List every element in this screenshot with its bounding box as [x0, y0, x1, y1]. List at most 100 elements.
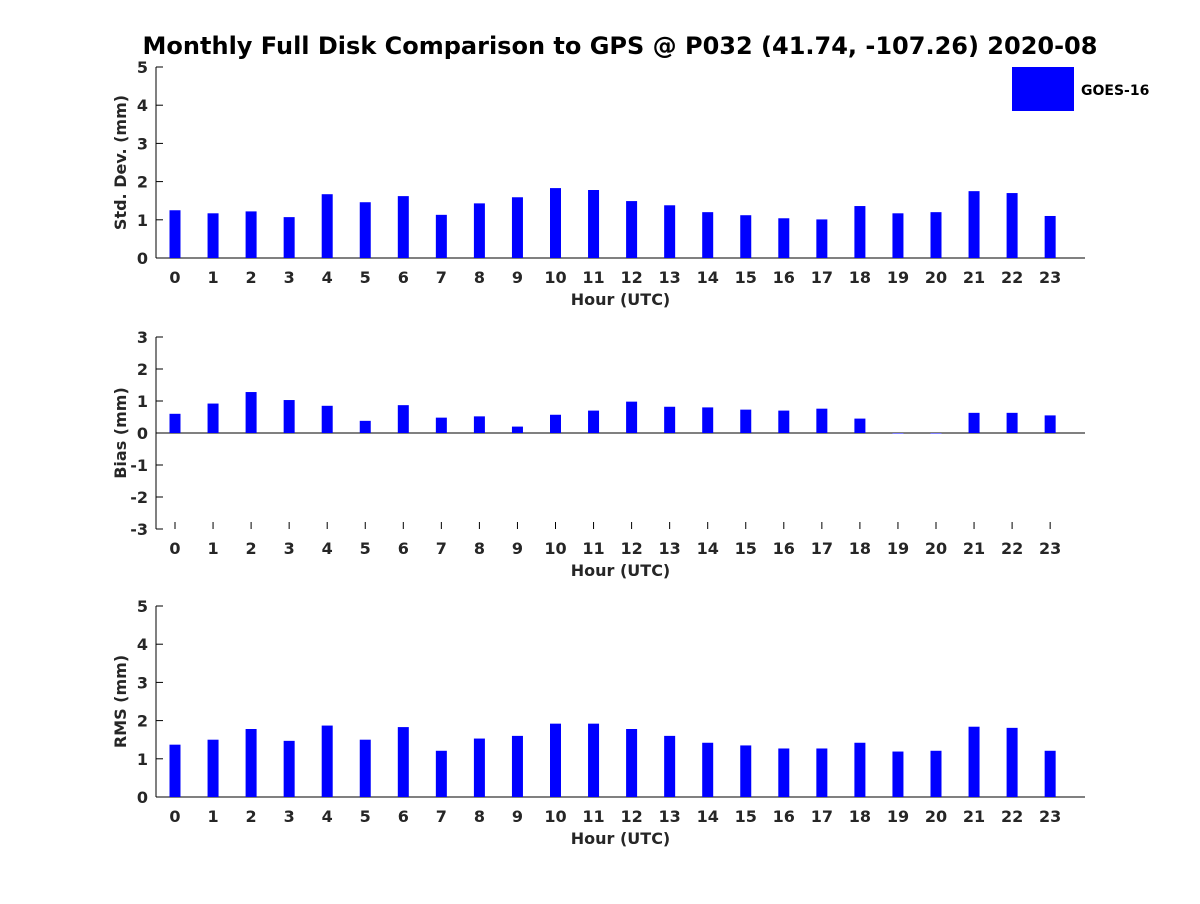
x-tick-label: 7: [436, 807, 447, 826]
bar-hour-10: [550, 723, 561, 797]
x-tick-label: 16: [773, 807, 795, 826]
y-tick-label: 0: [137, 424, 148, 443]
x-tick-label: 12: [620, 539, 642, 558]
bar-hour-23: [1044, 750, 1056, 797]
x-tick-label: 21: [963, 807, 985, 826]
bar-hour-21: [968, 726, 980, 797]
x-tick-label: 5: [360, 807, 371, 826]
x-tick-label: 2: [246, 268, 257, 287]
bar-hour-19: [892, 433, 904, 434]
x-tick-label: 9: [512, 268, 523, 287]
x-tick-label: 10: [544, 539, 566, 558]
y-tick-label: -2: [130, 488, 148, 507]
x-tick-label: 23: [1039, 807, 1061, 826]
x-tick-label: 10: [544, 268, 566, 287]
y-tick-label: 2: [137, 360, 148, 379]
x-axis-label: Hour (UTC): [571, 561, 671, 580]
y-axis-label: Bias (mm): [111, 387, 130, 479]
x-tick-label: 11: [582, 539, 604, 558]
y-tick-label: 1: [137, 750, 148, 769]
x-tick-label: 3: [284, 539, 295, 558]
bar-hour-1: [207, 403, 219, 433]
bar-hour-13: [664, 406, 676, 433]
bar-hour-4: [321, 405, 333, 433]
bar-hour-12: [626, 201, 638, 258]
x-tick-label: 9: [512, 539, 523, 558]
bar-hour-5: [359, 420, 371, 433]
x-tick-label: 1: [207, 539, 218, 558]
y-tick-label: 1: [137, 392, 148, 411]
x-tick-label: 9: [512, 807, 523, 826]
bar-hour-4: [321, 194, 333, 258]
bar-hour-9: [511, 735, 523, 797]
bar-hour-23: [1044, 415, 1056, 433]
bar-hour-4: [321, 725, 333, 797]
bar-hour-0: [169, 210, 181, 258]
y-tick-label: -1: [130, 456, 148, 475]
x-tick-label: 3: [284, 268, 295, 287]
y-tick-label: 2: [137, 712, 148, 731]
bar-hour-11: [588, 723, 600, 797]
x-tick-label: 15: [735, 807, 757, 826]
x-tick-label: 16: [773, 539, 795, 558]
x-tick-label: 1: [207, 268, 218, 287]
x-tick-label: 20: [925, 539, 947, 558]
x-tick-label: 14: [697, 268, 719, 287]
bar-hour-16: [778, 218, 790, 258]
x-tick-label: 15: [735, 539, 757, 558]
bar-hour-6: [397, 196, 409, 258]
bar-hour-22: [1006, 412, 1018, 433]
y-tick-label: 2: [137, 173, 148, 192]
x-tick-label: 13: [659, 807, 681, 826]
bar-hour-17: [816, 219, 828, 258]
bar-hour-3: [283, 400, 295, 433]
x-tick-label: 22: [1001, 539, 1023, 558]
x-tick-label: 18: [849, 539, 871, 558]
legend: GOES-16: [1012, 67, 1149, 111]
bar-hour-15: [740, 215, 752, 258]
bar-hour-6: [397, 405, 409, 433]
x-tick-label: 19: [887, 539, 909, 558]
y-tick-label: 4: [137, 635, 148, 654]
chart-title: Monthly Full Disk Comparison to GPS @ P0…: [143, 32, 1098, 60]
x-tick-label: 19: [887, 807, 909, 826]
x-tick-label: 21: [963, 539, 985, 558]
bar-hour-8: [473, 416, 485, 433]
x-tick-label: 6: [398, 539, 409, 558]
x-tick-label: 20: [925, 268, 947, 287]
bar-hour-13: [664, 735, 676, 797]
x-tick-label: 15: [735, 268, 757, 287]
y-tick-label: -3: [130, 520, 148, 539]
y-tick-label: 0: [137, 249, 148, 268]
bar-hour-14: [702, 407, 714, 433]
bar-hour-14: [702, 742, 714, 797]
bar-hour-20: [930, 750, 942, 797]
bar-hour-12: [626, 401, 638, 433]
bar-hour-15: [740, 409, 752, 433]
x-tick-label: 8: [474, 539, 485, 558]
x-tick-label: 10: [544, 807, 566, 826]
bar-hour-10: [550, 188, 561, 258]
bar-hour-21: [968, 191, 980, 258]
bar-hour-5: [359, 739, 371, 797]
bar-hour-6: [397, 727, 409, 797]
bar-hour-23: [1044, 215, 1056, 258]
bar-hour-2: [245, 211, 257, 258]
bar-hour-16: [778, 748, 790, 797]
y-tick-label: 4: [137, 96, 148, 115]
bar-hour-9: [511, 197, 523, 258]
bar-hour-14: [702, 212, 714, 258]
bar-hour-9: [511, 426, 523, 433]
bar-hour-16: [778, 410, 790, 433]
x-tick-label: 6: [398, 268, 409, 287]
x-tick-label: 8: [474, 268, 485, 287]
x-tick-label: 22: [1001, 807, 1023, 826]
bar-hour-20: [930, 212, 942, 258]
bar-hour-3: [283, 740, 295, 797]
x-tick-label: 13: [659, 539, 681, 558]
x-tick-label: 8: [474, 807, 485, 826]
x-tick-label: 14: [697, 807, 719, 826]
bar-hour-21: [968, 412, 980, 433]
